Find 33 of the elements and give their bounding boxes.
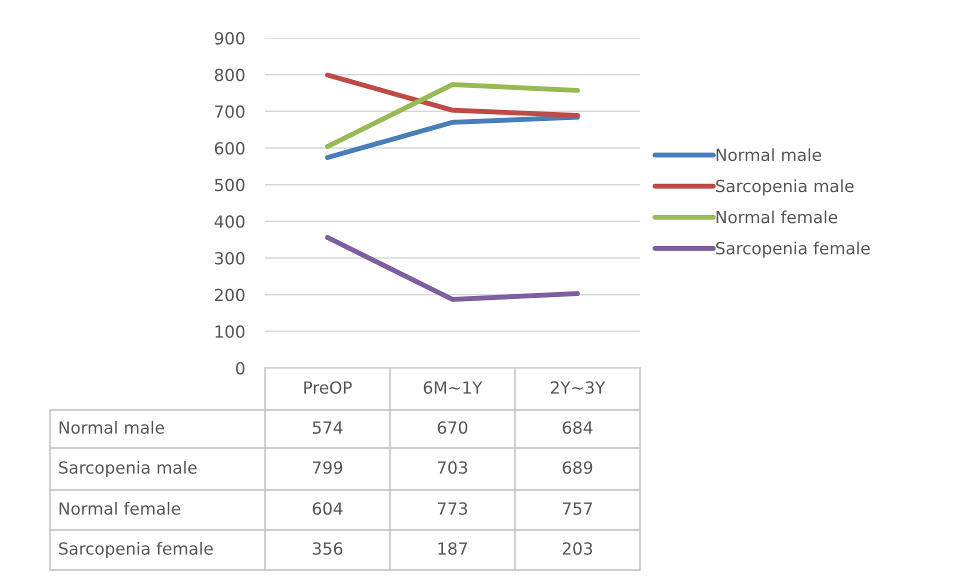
data-label: 684	[562, 421, 592, 434]
legend-label: Sarcopenia male	[716, 179, 854, 196]
text: Normal male	[60, 420, 164, 434]
data-label: 799	[312, 461, 342, 474]
x-tick-label: 2Y~3Y	[550, 381, 606, 394]
data-label: 757	[562, 502, 592, 515]
data-label: 203	[562, 542, 592, 555]
text: Sarcopenia male	[59, 460, 197, 478]
y-tick-label: 500	[215, 178, 244, 192]
y-tick-label: 200	[214, 288, 244, 302]
y-tick-label: 600	[214, 142, 244, 155]
legend-label: Normal female	[716, 210, 838, 224]
x-tick-label: PreOP	[304, 381, 352, 394]
y-tick-label: 800	[214, 68, 244, 82]
legend-label: Normal male	[716, 148, 822, 162]
data-label: 703	[438, 461, 468, 474]
data-label: 773	[438, 502, 468, 515]
y-tick-label: 400	[214, 215, 244, 228]
data-label: 187	[438, 542, 467, 555]
data-label: 670	[438, 421, 468, 434]
y-tick-label: 900	[214, 32, 244, 45]
legend-label: Sarcopenia female	[716, 242, 870, 258]
y-tick-label: 300	[215, 252, 244, 265]
data-label: 356	[312, 542, 342, 555]
text: Sarcopenia female	[59, 542, 213, 558]
data-label: 689	[562, 461, 592, 474]
data-label: 574	[312, 421, 342, 434]
y-tick-label: 0	[236, 362, 244, 375]
x-tick-label: 6M~1Y	[424, 381, 482, 394]
y-tick-label: 700	[215, 105, 244, 118]
y-tick-label: 100	[216, 325, 244, 338]
text: Normal female	[60, 502, 180, 515]
data-label: 604	[312, 502, 342, 515]
